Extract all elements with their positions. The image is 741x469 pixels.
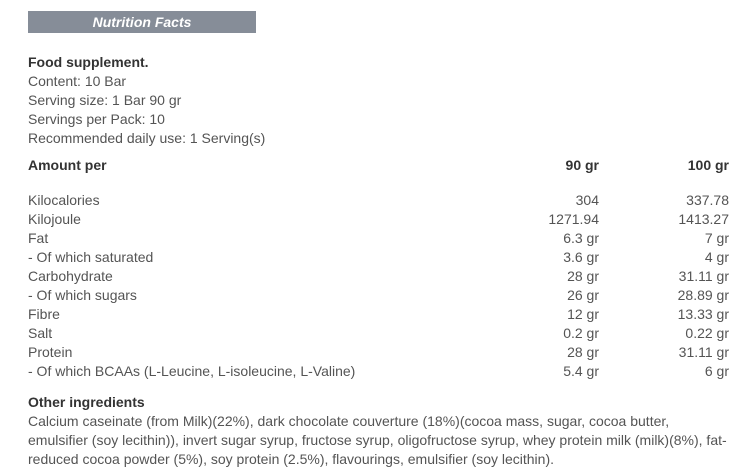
nutrient-value-90gr: 28 gr bbox=[567, 344, 599, 360]
nutrient-label: Carbohydrate bbox=[28, 268, 113, 284]
table-row: - Of which BCAAs (L-Leucine, L-isoleucin… bbox=[28, 362, 729, 381]
nutrient-label: Fibre bbox=[28, 306, 60, 322]
nutrient-value-100gr: 6 gr bbox=[704, 363, 729, 379]
nutrient-value-100gr: 28.89 gr bbox=[677, 287, 729, 303]
nutrient-value-90gr: 1271.94 bbox=[548, 211, 599, 227]
supplement-serving-size-line: Serving size: 1 Bar 90 gr bbox=[28, 92, 182, 108]
table-row: Carbohydrate 28 gr 31.11 gr bbox=[28, 267, 729, 286]
nutrient-value-90gr: 28 gr bbox=[567, 268, 599, 284]
nutrient-value-100gr: 7 gr bbox=[704, 230, 729, 246]
table-row: Salt 0.2 gr 0.22 gr bbox=[28, 324, 729, 343]
nutrient-value-90gr: 26 gr bbox=[567, 287, 599, 303]
nutrient-label: - Of which sugars bbox=[28, 287, 137, 303]
nutrient-label: - Of which BCAAs (L-Leucine, L-isoleucin… bbox=[28, 363, 356, 379]
table-header-amount-per: Amount per bbox=[28, 157, 107, 173]
nutrient-label: Kilojoule bbox=[28, 211, 81, 227]
table-header-100gr: 100 gr bbox=[687, 157, 729, 173]
nutrient-label: Salt bbox=[28, 325, 53, 341]
nutrient-value-100gr: 31.11 gr bbox=[678, 268, 729, 284]
nutrition-facts-header-bar: Nutrition Facts bbox=[28, 11, 256, 33]
nutrient-value-100gr: 0.22 gr bbox=[685, 325, 729, 341]
other-ingredients-title: Other ingredients bbox=[28, 394, 145, 410]
nutrient-value-90gr: 0.2 gr bbox=[563, 325, 599, 341]
table-header-90gr: 90 gr bbox=[565, 157, 599, 173]
supplement-content-line: Content: 10 Bar bbox=[28, 73, 127, 89]
nutrient-value-90gr: 3.6 gr bbox=[563, 249, 599, 265]
supplement-daily-use-line: Recommended daily use: 1 Serving(s) bbox=[28, 130, 266, 146]
table-row: Kilocalories 304 337.78 bbox=[28, 191, 729, 210]
table-row: - Of which saturated 3.6 gr 4 gr bbox=[28, 248, 729, 267]
nutrient-value-100gr: 31.11 gr bbox=[678, 344, 729, 360]
other-ingredients-section: Other ingredients Calcium caseinate (fro… bbox=[28, 393, 731, 469]
table-row: Fibre 12 gr 13.33 gr bbox=[28, 305, 729, 324]
table-row: Fat 6.3 gr 7 gr bbox=[28, 229, 729, 248]
supplement-info-section: Food supplement. Content: 10 Bar Serving… bbox=[28, 53, 731, 148]
nutrient-value-90gr: 304 bbox=[575, 192, 599, 208]
table-header-row: Amount per 90 gr 100 gr bbox=[28, 156, 729, 191]
nutrient-label: Fat bbox=[28, 230, 49, 246]
table-row: Kilojoule 1271.94 1413.27 bbox=[28, 210, 729, 229]
other-ingredients-text: Calcium caseinate (from Milk)(22%), dark… bbox=[28, 413, 727, 467]
table-row: - Of which sugars 26 gr 28.89 gr bbox=[28, 286, 729, 305]
nutrient-label: Kilocalories bbox=[28, 192, 100, 208]
nutrient-value-100gr: 13.33 gr bbox=[677, 306, 729, 322]
nutrient-value-90gr: 6.3 gr bbox=[563, 230, 599, 246]
supplement-servings-per-pack-line: Servings per Pack: 10 bbox=[28, 111, 165, 127]
table-row: Protein 28 gr 31.11 gr bbox=[28, 343, 729, 362]
nutrient-value-100gr: 4 gr bbox=[704, 249, 729, 265]
nutrition-table: Amount per 90 gr 100 gr Kilocalories 304… bbox=[28, 156, 729, 381]
nutrient-value-100gr: 1413.27 bbox=[678, 211, 729, 227]
nutrient-value-90gr: 12 gr bbox=[567, 306, 599, 322]
supplement-title: Food supplement. bbox=[28, 54, 149, 70]
nutrient-label: Protein bbox=[28, 344, 73, 360]
nutrient-label: - Of which saturated bbox=[28, 249, 154, 265]
nutrient-value-90gr: 5.4 gr bbox=[563, 363, 599, 379]
nutrient-value-100gr: 337.78 bbox=[686, 192, 729, 208]
page-title: Nutrition Facts bbox=[92, 14, 192, 30]
